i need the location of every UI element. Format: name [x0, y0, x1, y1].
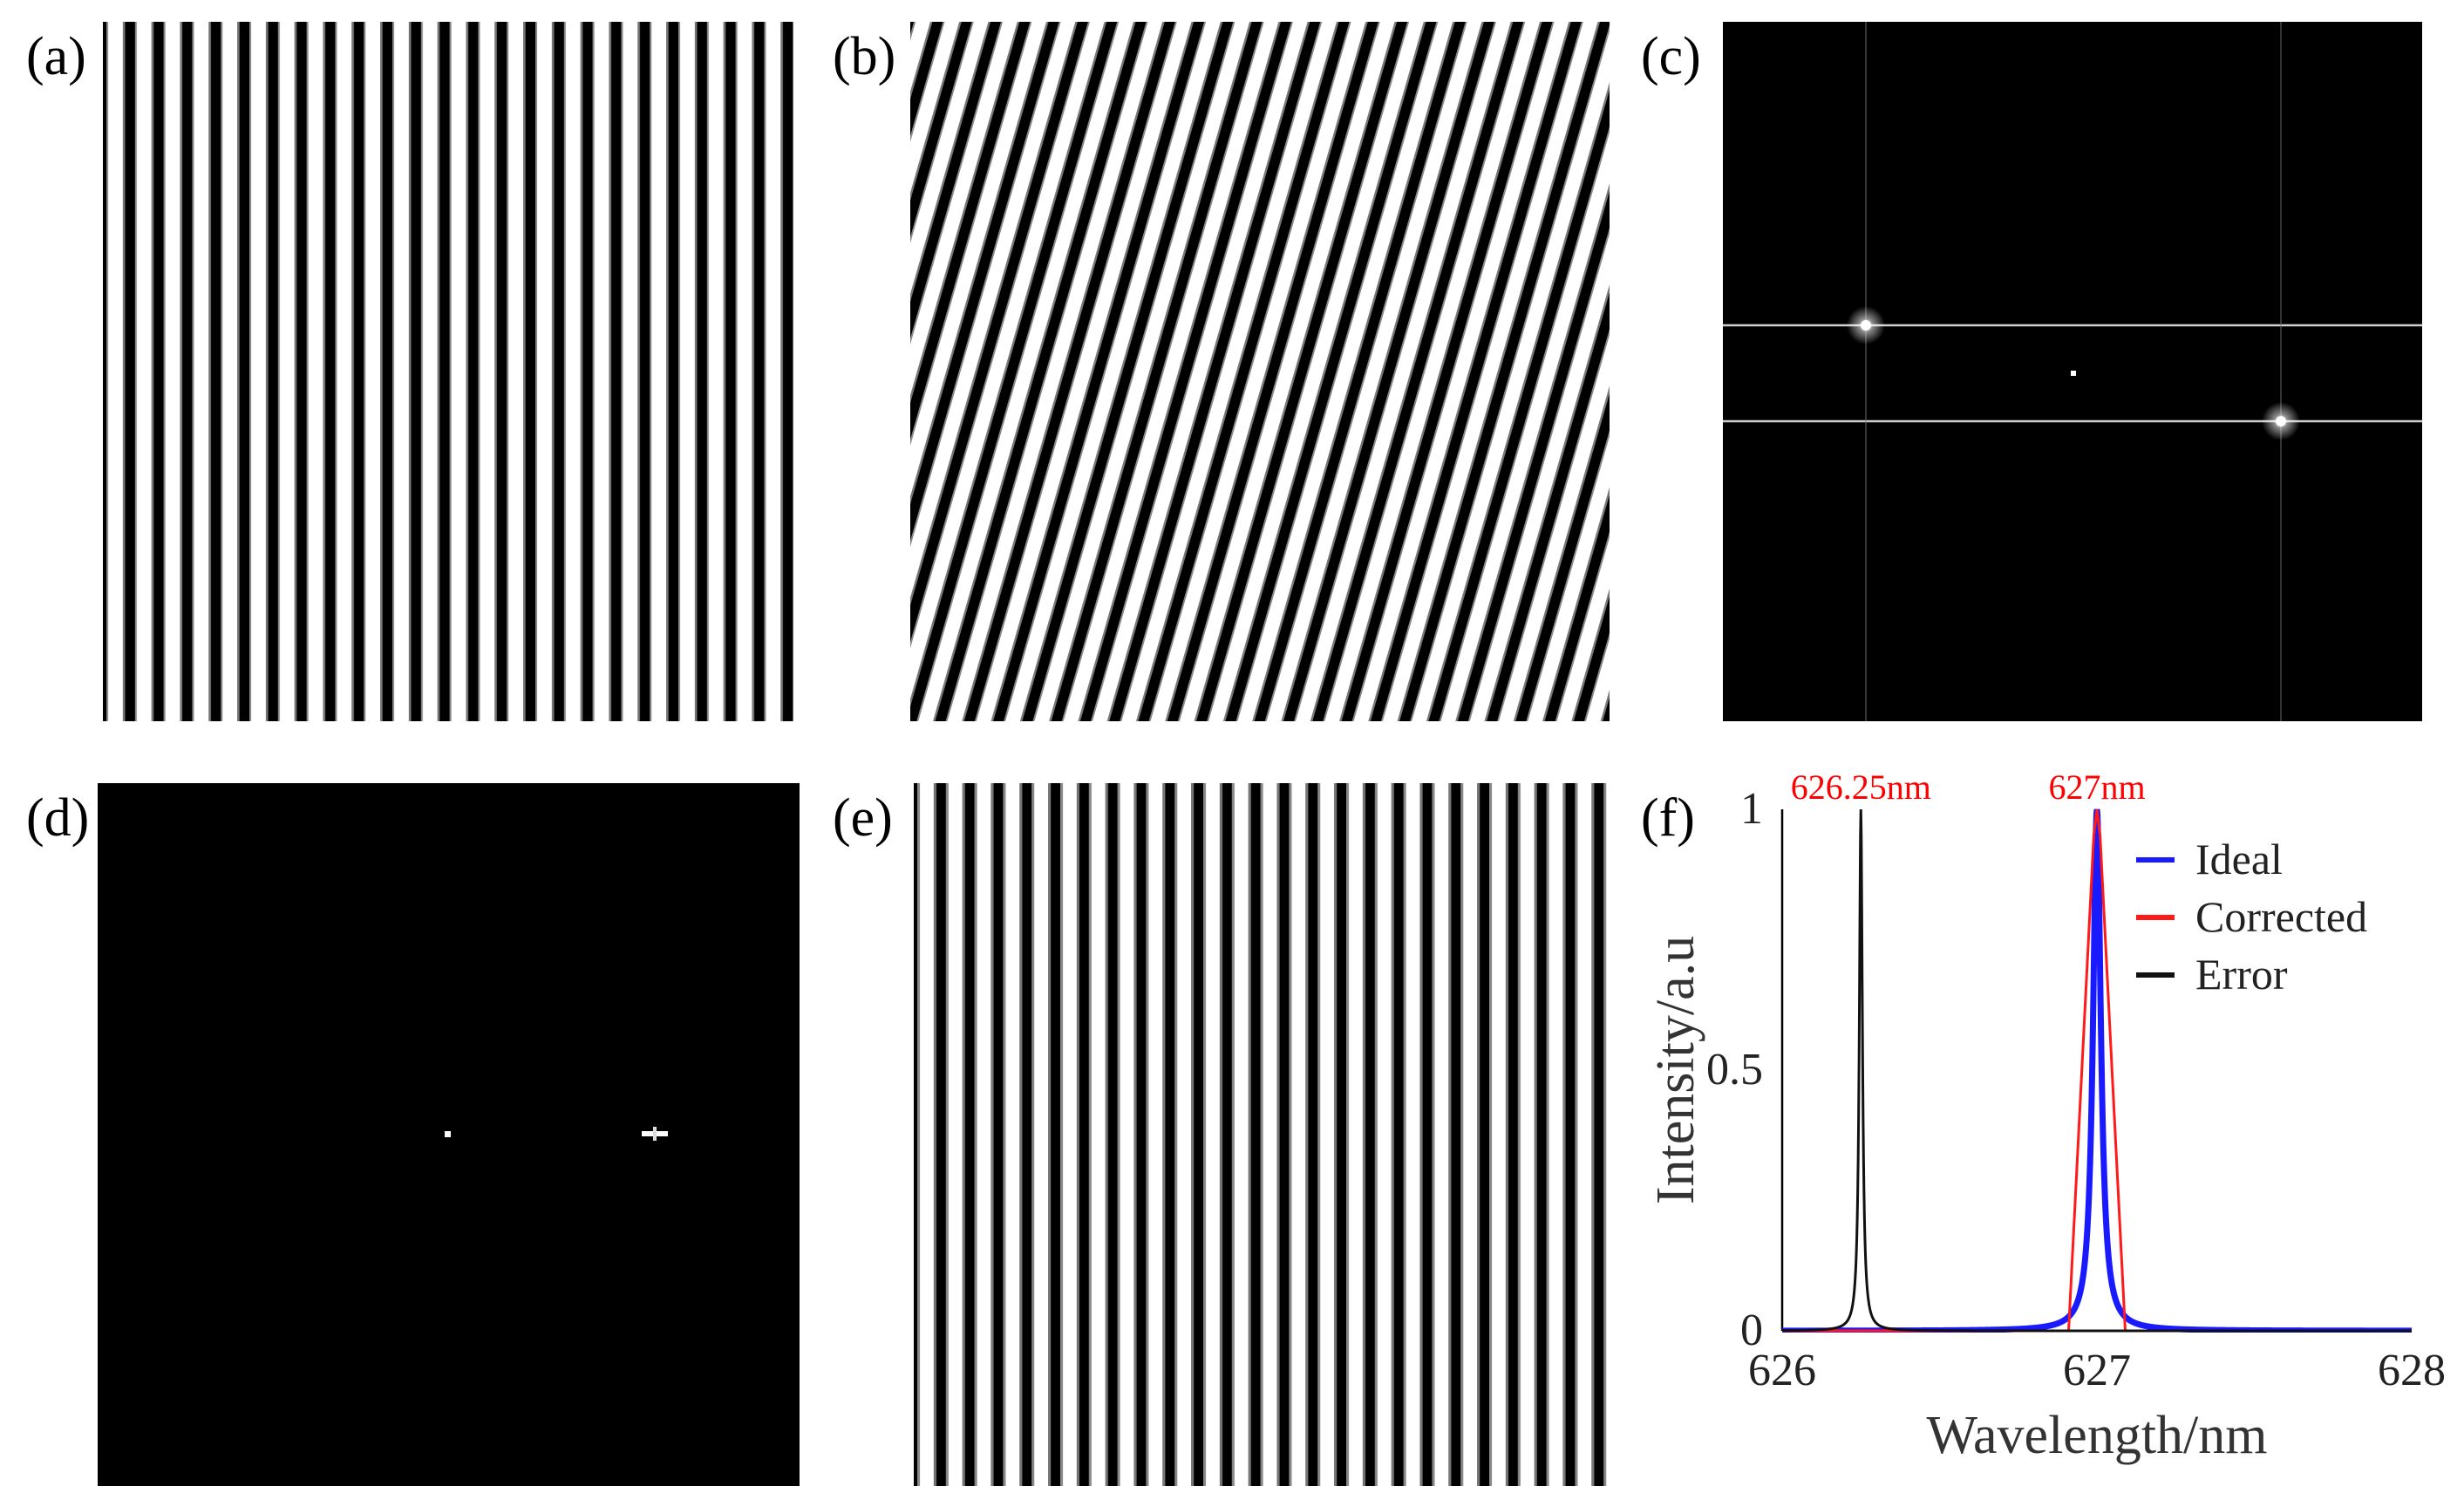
- series-ideal-line: [1782, 808, 2412, 1333]
- fringe-image-tilted: [910, 22, 1610, 721]
- fringe-image-vertical: [103, 22, 793, 721]
- fringe-image-corrected: [914, 783, 1610, 1486]
- peak-annotation-ideal: 627nm: [2048, 767, 2145, 807]
- panel-label-c: (c): [1641, 27, 1701, 86]
- series-error-line: [1782, 808, 2412, 1333]
- legend-label-ideal: Ideal: [2195, 835, 2283, 883]
- panel-label-b: (b): [833, 27, 896, 86]
- fourier-spectrum-corrected: [98, 783, 800, 1486]
- x-tick-label: 628: [2378, 1346, 2446, 1395]
- panel-label-a: (a): [26, 27, 86, 86]
- panel-label-e: (e): [833, 788, 893, 848]
- x-tick-label: 627: [2063, 1346, 2131, 1395]
- y-tick-label: 0.5: [1706, 1045, 1763, 1094]
- fourier-spectrum-tilted: [1723, 22, 2422, 721]
- spectrum-chart-svg: 626 627 628 0 0.5 1 Wavelength/nm Intensity/a.u…: [1646, 767, 2446, 1465]
- x-axis-title: Wavelength/nm: [1926, 1406, 2267, 1465]
- x-tick-label: 626: [1748, 1346, 1816, 1395]
- y-axis-title: Intensity/a.u: [1646, 936, 1705, 1204]
- panel-label-d: (d): [26, 788, 90, 848]
- peak-annotation-error: 626.25nm: [1791, 767, 1931, 807]
- legend-label-corrected: Corrected: [2195, 892, 2367, 941]
- y-tick-label: 1: [1740, 784, 1763, 834]
- y-tick-label: 0: [1740, 1306, 1763, 1355]
- spectrum-chart: 626 627 628 0 0.5 1 Wavelength/nm Intensity/a.u…: [1622, 767, 2459, 1500]
- legend-label-error: Error: [2195, 950, 2288, 999]
- panel-label-f: (f): [1641, 788, 1695, 848]
